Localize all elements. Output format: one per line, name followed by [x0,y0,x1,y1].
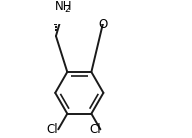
Text: Cl: Cl [46,124,58,136]
Text: NH: NH [55,0,73,13]
Text: O: O [99,18,108,31]
Text: Cl: Cl [89,124,101,136]
Text: 2: 2 [64,5,70,14]
